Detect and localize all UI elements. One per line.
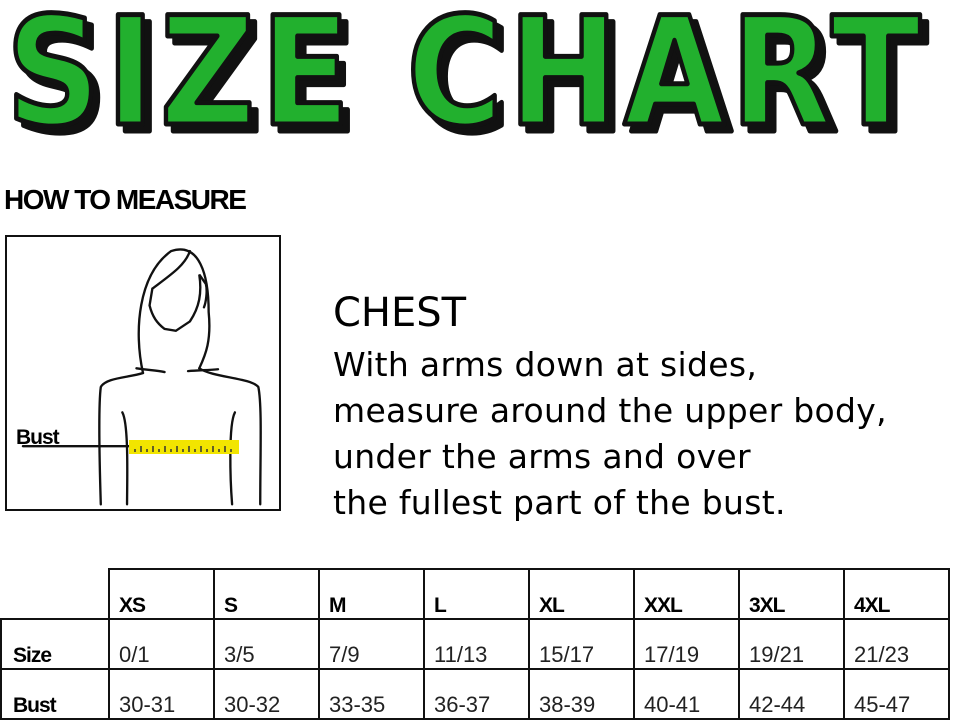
header-cell: XXL <box>633 568 740 620</box>
table-cell: 7/9 <box>318 618 425 670</box>
table-row: Size 0/1 3/5 7/9 11/13 15/17 17/19 19/21… <box>0 618 950 670</box>
table-cell: 40-41 <box>633 668 740 720</box>
header-cell: XS <box>108 568 215 620</box>
chest-instructions: With arms down at sides, measure around … <box>333 342 887 526</box>
header-cell: 3XL <box>738 568 845 620</box>
table-cell: 42-44 <box>738 668 845 720</box>
title-text: SIZE CHART <box>6 0 926 150</box>
row-label: Size <box>0 618 110 670</box>
measurement-illustration <box>5 235 281 511</box>
woman-outline-icon <box>21 248 262 506</box>
table-cell: 30-31 <box>108 668 215 720</box>
table-cell: 0/1 <box>108 618 215 670</box>
table-cell: 15/17 <box>528 618 635 670</box>
chest-heading: CHEST <box>333 290 467 336</box>
instruction-line: With arms down at sides, <box>333 345 758 384</box>
table-cell: 33-35 <box>318 668 425 720</box>
header-cell: 4XL <box>843 568 950 620</box>
table-cell: 38-39 <box>528 668 635 720</box>
header-cell: L <box>423 568 530 620</box>
table-row: Bust 30-31 30-32 33-35 36-37 38-39 40-41… <box>0 668 950 720</box>
measuring-tape-icon <box>129 440 239 454</box>
instruction-line: the fullest part of the bust. <box>333 483 786 522</box>
table-cell: 36-37 <box>423 668 530 720</box>
how-to-measure-heading: HOW TO MEASURE <box>4 184 247 215</box>
size-table: XS S M L XL XXL 3XL 4XL Size 0/1 3/5 7/9… <box>0 568 950 720</box>
bust-label: Bust <box>16 426 60 449</box>
table-cell: 30-32 <box>213 668 320 720</box>
size-chart-title: SIZE CHART <box>4 0 926 150</box>
table-cell: 11/13 <box>423 618 530 670</box>
empty-corner <box>1 569 109 620</box>
instruction-line: measure around the upper body, <box>333 391 887 430</box>
table-cell: 17/19 <box>633 618 740 670</box>
header-cell: M <box>318 568 425 620</box>
table-cell: 19/21 <box>738 618 845 670</box>
header-cell: S <box>213 568 320 620</box>
row-label: Bust <box>0 668 110 720</box>
header-row: XS S M L XL XXL 3XL 4XL <box>1 568 950 620</box>
table-cell: 21/23 <box>843 618 950 670</box>
table-cell: 3/5 <box>213 618 320 670</box>
header-cell: XL <box>528 568 635 620</box>
instruction-line: under the arms and over <box>333 437 751 476</box>
table-cell: 45-47 <box>843 668 950 720</box>
